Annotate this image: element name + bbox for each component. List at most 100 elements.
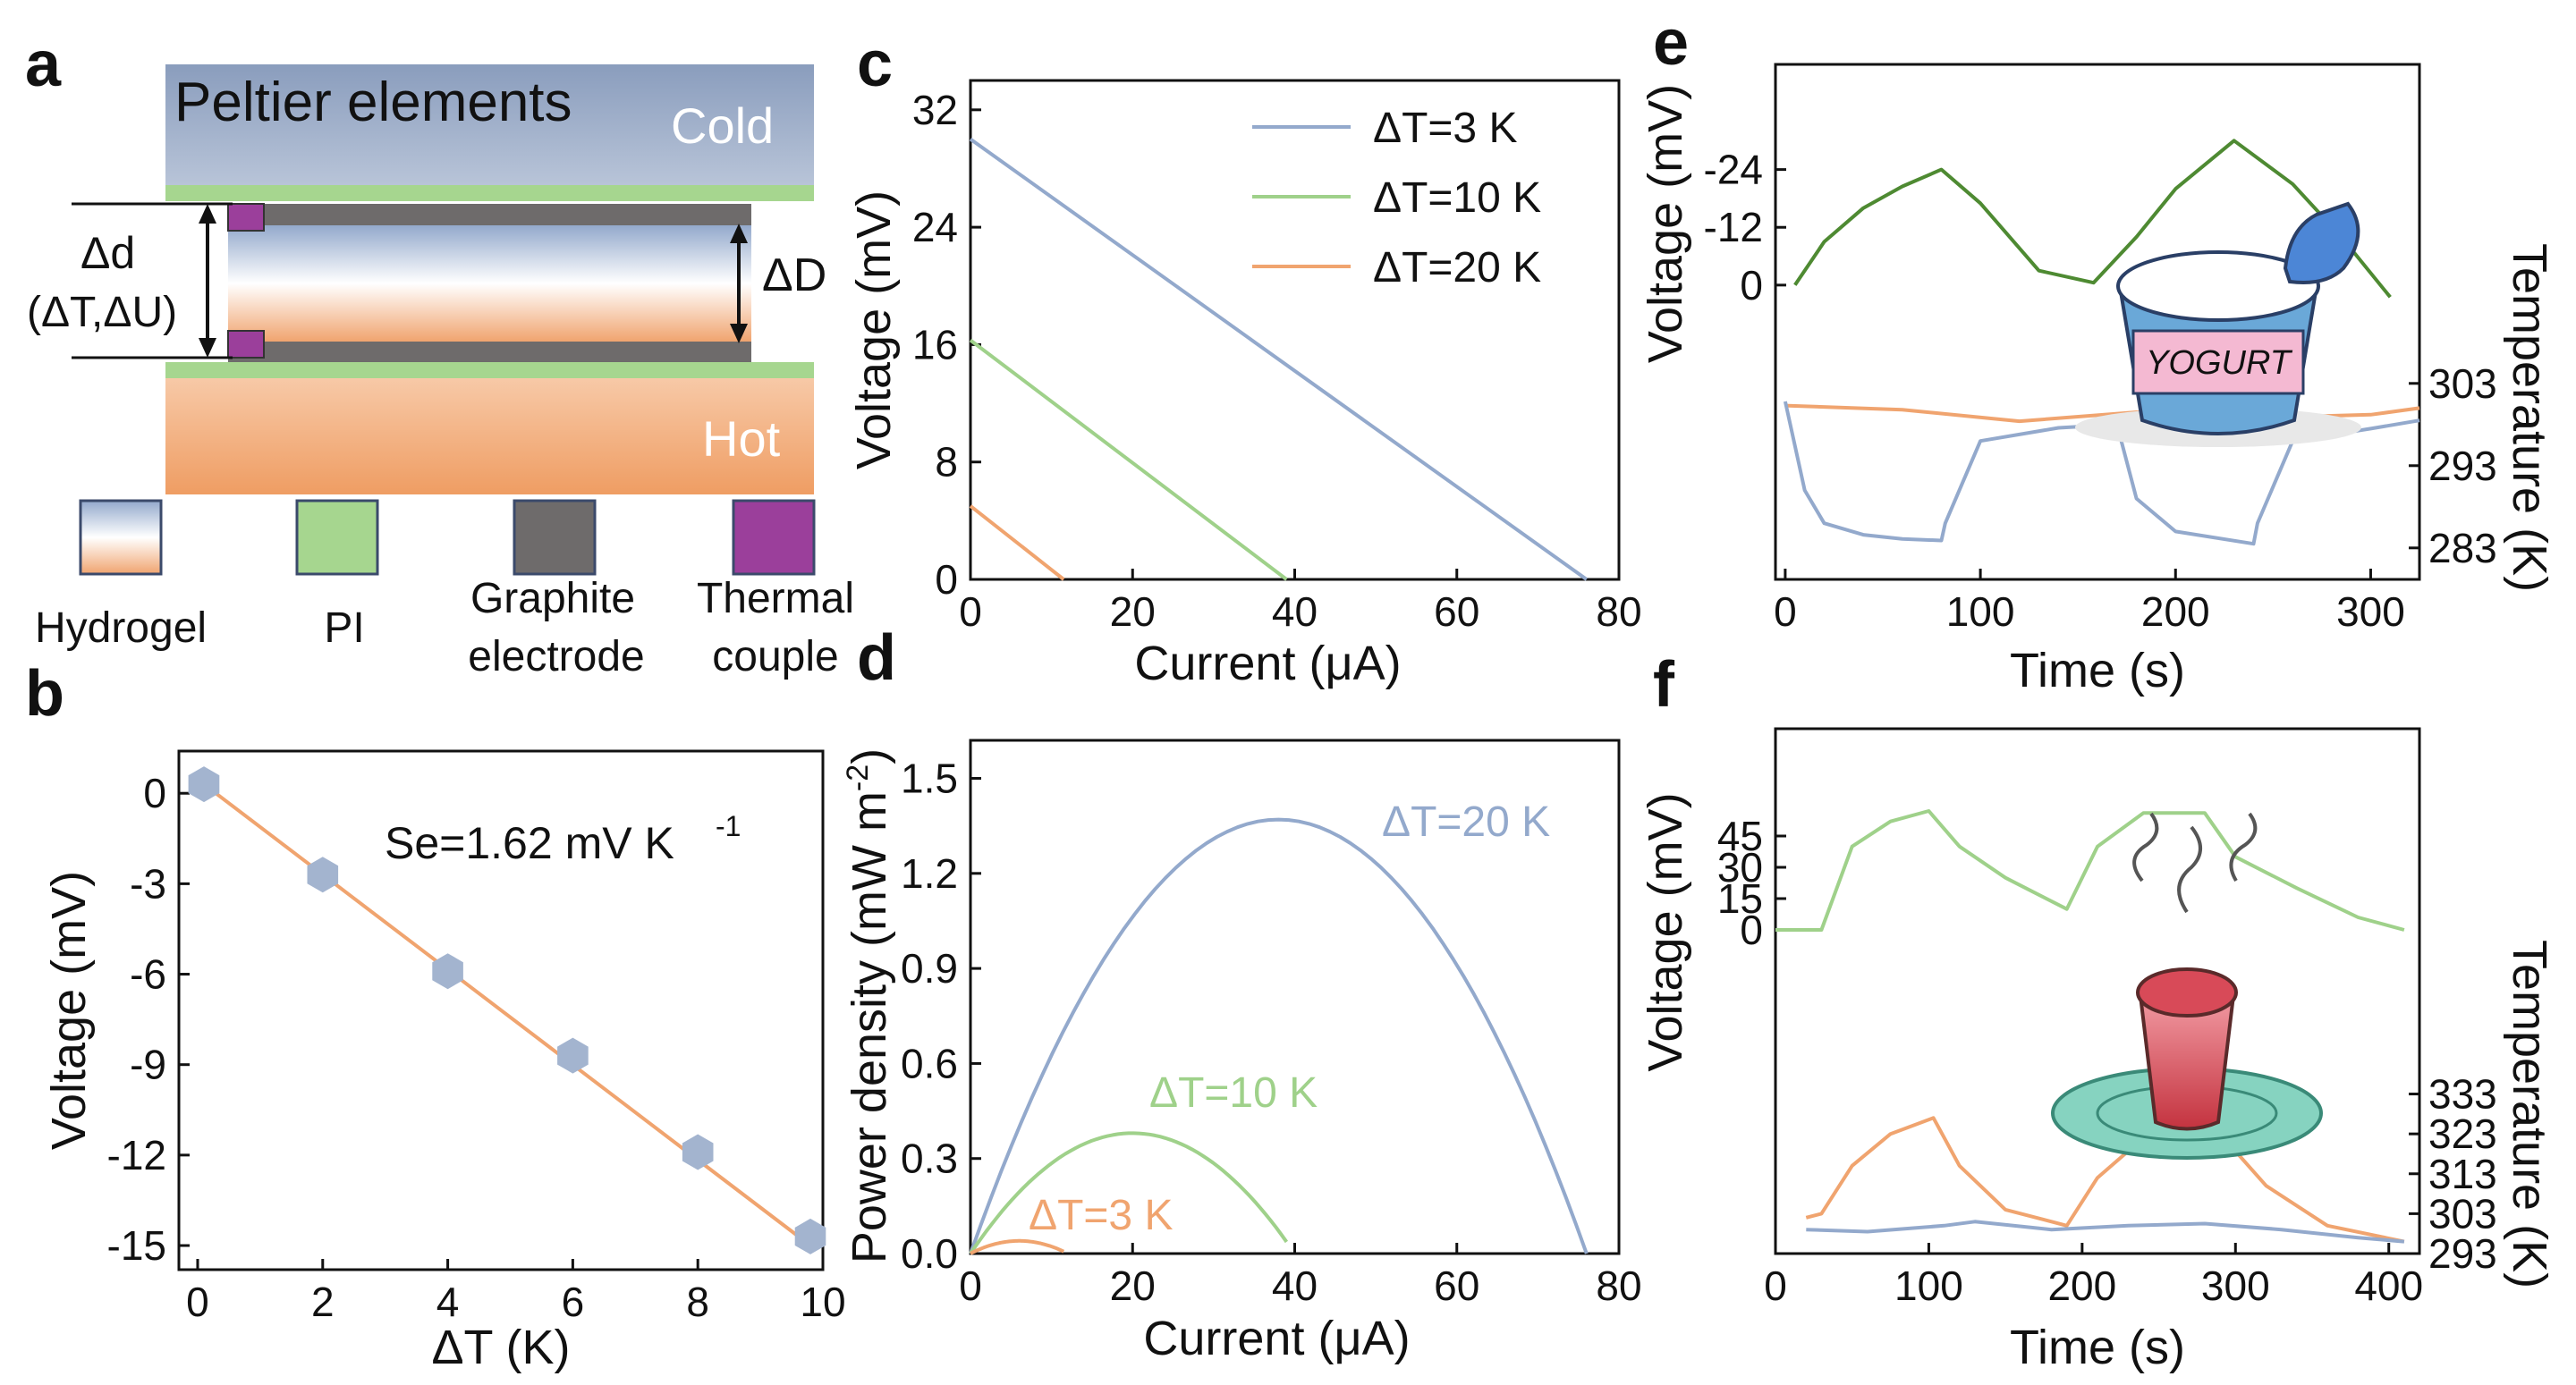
y-right-tick-label-f: 293 <box>2428 1230 2497 1277</box>
y-right-tick-label-f: 323 <box>2428 1111 2497 1157</box>
delta-d-arrowhead-up <box>199 204 216 224</box>
y-axis-label-b: Voltage (mV) <box>42 871 96 1150</box>
delta-d-label: Δd <box>80 228 135 278</box>
y-tick-label-f: 0 <box>1740 907 1763 953</box>
x-tick-label-d: 0 <box>959 1263 982 1309</box>
panel-label-c: c <box>857 29 893 100</box>
legend-swatch-thermal-couple <box>732 499 816 576</box>
series-line-d <box>969 817 1589 1254</box>
legend-label-thermal-2: couple <box>712 633 838 680</box>
y-tick-label-d: 0.6 <box>901 1040 958 1086</box>
y-right-tick-label-f: 313 <box>2428 1151 2497 1197</box>
axes-frame-e <box>1774 63 2421 581</box>
data-point-b <box>682 1134 714 1170</box>
temperature-line-orange-f <box>1805 1100 2405 1244</box>
legend-label-hydrogel: Hydrogel <box>35 604 207 652</box>
y-right-axis-label-f: Temperature (K) <box>2503 940 2556 1288</box>
se-annotation: Se=1.62 mV K <box>385 818 674 868</box>
y-axis-label-f: Voltage (mV) <box>1639 792 1692 1071</box>
legend-label-graphite-1: Graphite <box>470 575 635 622</box>
hot-drink-illustration <box>2051 812 2323 1160</box>
x-tick-label-d: 80 <box>1596 1263 1641 1309</box>
chart-f: 0 100 200 300 4004530150333323313303293Time … <box>1639 727 2556 1374</box>
x-tick-label-c: 80 <box>1596 588 1641 635</box>
x-tick-label-b: 2 <box>311 1279 335 1325</box>
legend-swatch-hydrogel <box>79 499 163 576</box>
chart-c: 0 20 40 60 80 0 8 16 24 32 Current (μA) Voltage (mV… <box>847 79 1642 690</box>
fit-line-b <box>202 782 812 1247</box>
y-right-tick-label-f: 333 <box>2428 1071 2497 1118</box>
x-tick-label-f: 400 <box>2354 1263 2423 1309</box>
yogurt-cup-rim <box>2116 250 2320 322</box>
x-tick-label-e: 200 <box>2141 588 2210 635</box>
x-tick-label-f: 0 <box>1764 1263 1787 1309</box>
steam-middle <box>2177 825 2202 914</box>
y-tick-label-d: 1.5 <box>901 756 958 802</box>
series-label-d: ΔT=3 K <box>1029 1192 1173 1239</box>
series-label-d: ΔT=10 K <box>1149 1069 1318 1117</box>
panel-label-f: f <box>1653 649 1675 721</box>
x-tick-label-c: 0 <box>959 588 982 635</box>
axes-frame-f <box>1774 727 2421 1255</box>
data-point-b <box>307 857 339 893</box>
panel-label-d: d <box>857 622 896 694</box>
graphite-electrode-bottom <box>228 342 751 363</box>
y-axis-label-c: Voltage (mV) <box>847 190 901 469</box>
y-tick-label-c: 0 <box>935 556 958 603</box>
series-line-c <box>969 338 1288 581</box>
x-tick-label-f: 100 <box>1894 1263 1963 1309</box>
steam-left <box>2132 812 2159 883</box>
drink-cup <box>2137 986 2237 1131</box>
panel-label-a: a <box>25 29 62 100</box>
temperature-line-blue-e <box>1783 401 2420 546</box>
y-tick-label-d: 0.0 <box>901 1230 958 1277</box>
y-axis-label-d-sup: -2 <box>841 764 875 791</box>
data-point-b <box>188 766 220 803</box>
schematic-title: Peltier elements <box>174 72 572 133</box>
voltage-line-f <box>1775 809 2405 932</box>
y-tick-label-d: 0.9 <box>901 945 958 992</box>
series-line-d <box>969 1131 1289 1255</box>
y-right-axis-label-e: Temperature (K) <box>2503 243 2556 592</box>
graphite-electrode-top <box>228 204 751 225</box>
pi-layer-top <box>165 185 814 201</box>
legend-label-pi: PI <box>324 604 364 652</box>
x-axis-label-f: Time (s) <box>2010 1321 2185 1374</box>
x-axis-label-d: Current (μA) <box>1143 1312 1410 1365</box>
y-right-tick-label-e: 283 <box>2428 525 2497 571</box>
y-tick-label-d: 1.2 <box>901 850 958 897</box>
x-tick-label-d: 40 <box>1272 1263 1318 1309</box>
hot-label: Hot <box>702 410 781 467</box>
y-tick-label-b: 0 <box>143 770 166 816</box>
x-tick-label-f: 200 <box>2047 1263 2116 1309</box>
panel-label-e: e <box>1653 7 1689 79</box>
chart-b: 0 2 4 6 8 10 0 -3 -6 -9 -12 -15 ΔT (K) Voltage (mV) Se… <box>42 749 846 1374</box>
data-point-b <box>432 953 463 990</box>
y-tick-label-e: 0 <box>1740 262 1763 308</box>
x-tick-label-c: 60 <box>1434 588 1479 635</box>
data-point-b <box>794 1218 826 1254</box>
chart-e: 0 100 200 300 0 -12 -24 303 293 283 Time (s) Voltag… <box>1639 63 2556 697</box>
y-right-tick-label-e: 293 <box>2428 443 2497 489</box>
delta-D-arrowhead-up <box>730 224 748 243</box>
steam-right <box>2229 812 2258 883</box>
yogurt-lid <box>2283 201 2360 284</box>
series-line-d <box>970 1238 1065 1255</box>
y-tick-label-b: -12 <box>107 1132 166 1178</box>
y-right-tick-label-f: 303 <box>2428 1190 2497 1237</box>
y-right-tick-label-e: 303 <box>2428 360 2497 407</box>
chart-d: 0 20 40 60 80 0.0 0.3 0.6 0.9 1.2 1.5 Current (μA) P… <box>841 739 1642 1365</box>
y-axis-label-e: Voltage (mV) <box>1639 84 1692 363</box>
x-tick-label-d: 20 <box>1110 1263 1156 1309</box>
y-tick-label-f: 30 <box>1717 844 1763 891</box>
voltage-line-e <box>1793 139 2392 299</box>
y-tick-label-c: 16 <box>912 321 958 367</box>
x-tick-label-b: 10 <box>800 1279 845 1325</box>
cold-label: Cold <box>671 97 774 154</box>
x-tick-label-e: 0 <box>1774 588 1797 635</box>
legend-label-c: ΔT=10 K <box>1373 174 1541 222</box>
y-tick-label-c: 32 <box>912 87 958 133</box>
schematic-legend: Hydrogel PI Graphite electrode Thermal c… <box>35 499 854 680</box>
axes-frame-c <box>969 79 1621 581</box>
legend-label-c: ΔT=3 K <box>1373 105 1517 152</box>
